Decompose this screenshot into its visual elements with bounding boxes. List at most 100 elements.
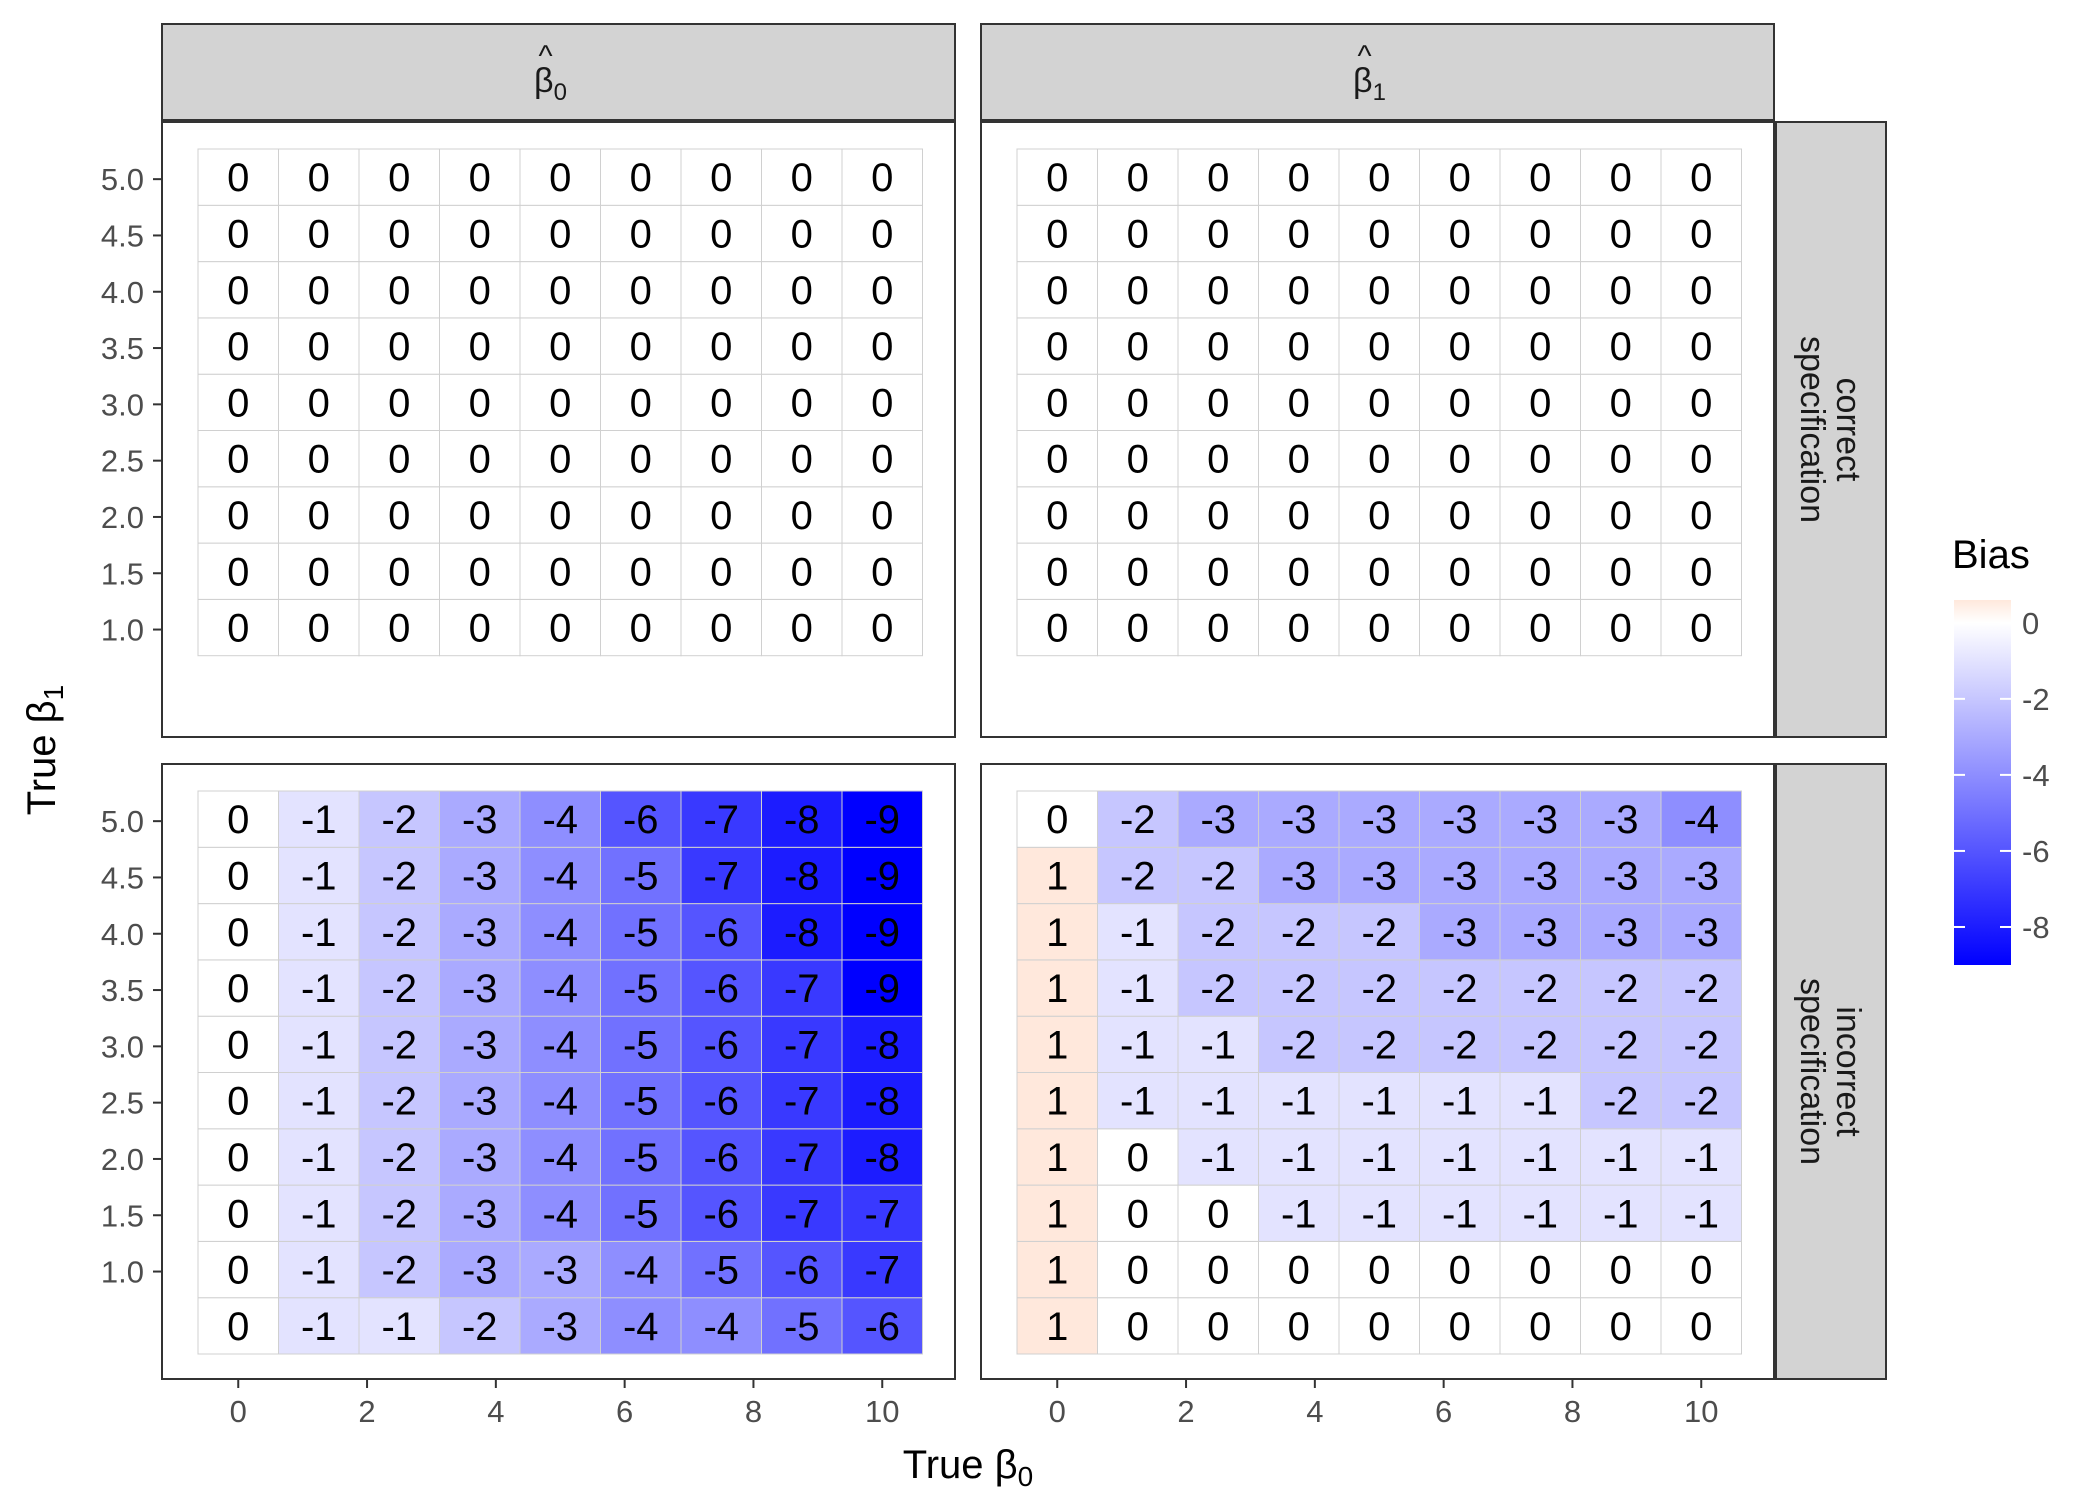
- cell-value-label: 0: [1610, 607, 1632, 651]
- heatmap-cell: [1177, 317, 1259, 375]
- cell-value-label: 0: [227, 550, 249, 594]
- cell-value-label: 0: [1610, 269, 1632, 313]
- heatmap-cell: [519, 598, 601, 657]
- cell-value-label: 0: [1368, 381, 1390, 425]
- heatmap-cell: [1338, 430, 1420, 488]
- heatmap-cell: [1580, 430, 1662, 488]
- cell-value-label: -7: [784, 1080, 820, 1124]
- facet-strip-label: correctspecification: [1793, 336, 1867, 523]
- cell-value-label: 0: [1690, 438, 1712, 482]
- cell-value-label: -3: [1281, 854, 1317, 898]
- heatmap-cell: [841, 903, 923, 961]
- heatmap-cell: [1338, 959, 1420, 1017]
- cell-value-label: 0: [1368, 438, 1390, 482]
- heatmap-cell: [1258, 1184, 1340, 1242]
- heatmap-cell: [519, 1240, 601, 1299]
- cell-value-label: 0: [1046, 269, 1068, 313]
- heatmap-cell: [1177, 261, 1259, 319]
- heatmap-cell: [761, 903, 843, 961]
- heatmap-cell: [1097, 486, 1179, 544]
- y-tick-label: 2.0: [101, 500, 144, 535]
- heatmap-cell: [197, 542, 279, 600]
- cell-value-label: 0: [871, 607, 893, 651]
- heatmap-cell: [1177, 1015, 1259, 1074]
- cell-value-label: 0: [1368, 325, 1390, 369]
- heatmap-cell: [197, 1015, 279, 1074]
- heatmap-cell: [1660, 846, 1742, 905]
- heatmap-cell: [1097, 790, 1179, 848]
- y-tick-label: 2.5: [101, 444, 144, 479]
- heatmap-cell: [1177, 204, 1259, 263]
- cell-value-label: 0: [1046, 550, 1068, 594]
- cell-value-label: -2: [1683, 1023, 1719, 1067]
- heatmap-cell: [1258, 204, 1340, 263]
- cell-value-label: -6: [703, 967, 739, 1011]
- heatmap-cell: [761, 148, 843, 206]
- heatmap-cell: [1660, 1128, 1742, 1186]
- cell-value-label: 0: [1207, 156, 1229, 200]
- heatmap-cell: [197, 1297, 279, 1355]
- cell-value-label: 0: [308, 550, 330, 594]
- cell-value-label: 0: [1207, 325, 1229, 369]
- cell-value-label: -6: [703, 1080, 739, 1124]
- heatmap-cell: [278, 1072, 360, 1130]
- x-tick-label: 4: [487, 1394, 504, 1429]
- heatmap-cell: [439, 598, 521, 657]
- heatmap-cell: [439, 148, 521, 206]
- y-axis-title: True β1: [20, 685, 69, 815]
- cell-value-label: -2: [1120, 798, 1156, 842]
- legend-colorbar: [1954, 600, 2011, 965]
- cell-value-label: -3: [1442, 798, 1478, 842]
- heatmap-cell: [1499, 1184, 1581, 1242]
- cell-value-label: -3: [462, 798, 498, 842]
- heatmap-cell: [680, 1297, 762, 1355]
- heatmap-cell: [600, 1015, 682, 1074]
- cell-value-label: 0: [1690, 212, 1712, 256]
- heatmap-cell: [1338, 1072, 1420, 1130]
- cell-value-label: -3: [462, 1023, 498, 1067]
- cell-value-label: -2: [381, 1136, 417, 1180]
- cell-value-label: 0: [227, 269, 249, 313]
- cell-value-label: -4: [623, 1305, 659, 1349]
- cell-value-label: 0: [630, 494, 652, 538]
- heatmap-cell: [1016, 1015, 1098, 1074]
- cell-value-label: 0: [308, 607, 330, 651]
- heatmap-cell: [1177, 1072, 1259, 1130]
- cell-value-label: -3: [1361, 798, 1397, 842]
- cell-value-label: 0: [1529, 325, 1551, 369]
- cell-value-label: 1: [1046, 1305, 1068, 1349]
- cell-value-label: -1: [1120, 1080, 1156, 1124]
- heatmap-cell: [1338, 846, 1420, 905]
- x-tick-label: 4: [1306, 1394, 1323, 1429]
- cell-value-label: 0: [1449, 550, 1471, 594]
- cell-value-label: 0: [1368, 607, 1390, 651]
- y-tick-label: 2.5: [101, 1086, 144, 1121]
- y-tick-label: 3.0: [101, 1029, 144, 1064]
- cell-value-label: 0: [388, 438, 410, 482]
- cell-value-label: -1: [1522, 1192, 1558, 1236]
- cell-value-label: 0: [630, 269, 652, 313]
- cell-value-label: 0: [1207, 550, 1229, 594]
- cell-value-label: 0: [227, 1305, 249, 1349]
- heatmap-cell: [841, 148, 923, 206]
- cell-value-label: -6: [784, 1249, 820, 1293]
- heatmap-cell: [1097, 1240, 1179, 1299]
- cell-value-label: 0: [308, 438, 330, 482]
- heatmap-cell: [761, 486, 843, 544]
- cell-value-label: -4: [1683, 798, 1719, 842]
- heatmap-cell: [1499, 959, 1581, 1017]
- cell-value-label: -2: [1603, 1080, 1639, 1124]
- heatmap-cell: [1177, 959, 1259, 1017]
- cell-value-label: 0: [227, 156, 249, 200]
- heatmap-cell: [1660, 1240, 1742, 1299]
- heatmap-cell: [1580, 204, 1662, 263]
- cell-value-label: -1: [1442, 1080, 1478, 1124]
- cell-value-label: -3: [1522, 854, 1558, 898]
- cell-value-label: 0: [1288, 550, 1310, 594]
- heatmap-cell: [197, 790, 279, 848]
- heatmap-cell: [358, 1184, 440, 1242]
- cell-value-label: -1: [301, 1080, 337, 1124]
- heatmap-cell: [358, 430, 440, 488]
- heatmap-cell: [197, 598, 279, 657]
- cell-value-label: 0: [1529, 381, 1551, 425]
